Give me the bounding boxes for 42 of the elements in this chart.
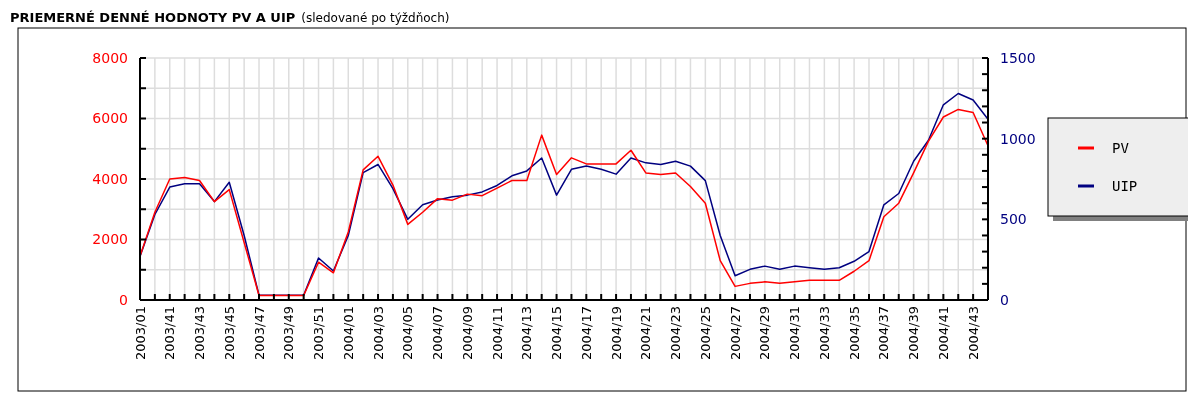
x-tick-label: 2004/41 xyxy=(935,306,951,361)
x-tick-label: 2003/41 xyxy=(162,306,178,361)
y2-tick-label: 1500 xyxy=(1000,49,1036,66)
x-tick-label: 2004/05 xyxy=(400,306,416,361)
x-tick-label: 2003/43 xyxy=(192,306,208,361)
x-tick-label: 2004/09 xyxy=(459,306,475,361)
y2-tick-label: 1000 xyxy=(1000,130,1036,147)
x-tick-label: 2004/43 xyxy=(965,306,981,361)
x-tick-label: 2004/15 xyxy=(549,306,565,361)
x-tick-label: 2004/27 xyxy=(727,306,743,361)
x-tick-label: 2004/11 xyxy=(489,306,505,361)
x-tick-label: 2004/33 xyxy=(816,306,832,361)
x-tick-label: 2003/51 xyxy=(311,306,327,361)
x-tick-label: 2004/25 xyxy=(697,306,713,361)
y2-tick-label: 0 xyxy=(1000,291,1009,308)
x-tick-label: 2003/45 xyxy=(221,306,237,361)
y-tick-label: 2000 xyxy=(92,231,128,248)
x-tick-label: 2004/23 xyxy=(668,306,684,361)
x-tick-label: 2004/31 xyxy=(787,306,803,361)
x-tick-label: 2004/21 xyxy=(638,306,654,361)
x-tick-label: 2004/19 xyxy=(608,306,624,361)
y-tick-label: 0 xyxy=(119,291,128,308)
x-tick-label: 2004/17 xyxy=(578,306,594,361)
y-tick-label: 6000 xyxy=(92,110,128,127)
x-tick-label: 2004/13 xyxy=(519,306,535,361)
x-tick-label: 2004/01 xyxy=(340,306,356,361)
x-tick-label: 2004/37 xyxy=(876,306,892,361)
legend-label: PV xyxy=(1112,139,1130,156)
x-tick-label: 2004/29 xyxy=(757,306,773,361)
x-tick-label: 2003/01 xyxy=(132,306,148,361)
x-tick-label: 2003/49 xyxy=(281,306,297,361)
chart-subtitle: (sledované po týždňoch) xyxy=(301,11,450,25)
x-tick-label: 2004/03 xyxy=(370,306,386,361)
x-tick-label: 2004/35 xyxy=(846,306,862,361)
x-tick-label: 2004/07 xyxy=(430,306,446,361)
y-tick-label: 4000 xyxy=(92,170,128,187)
x-tick-label: 2003/47 xyxy=(251,306,267,361)
legend-label: UIP xyxy=(1112,177,1138,194)
chart-title: PRIEMERNÉ DENNÉ HODNOTY PV A UIP xyxy=(10,10,296,25)
x-tick-label: 2004/39 xyxy=(906,306,922,361)
y2-tick-label: 500 xyxy=(1000,211,1027,228)
y-tick-label: 8000 xyxy=(92,49,128,66)
